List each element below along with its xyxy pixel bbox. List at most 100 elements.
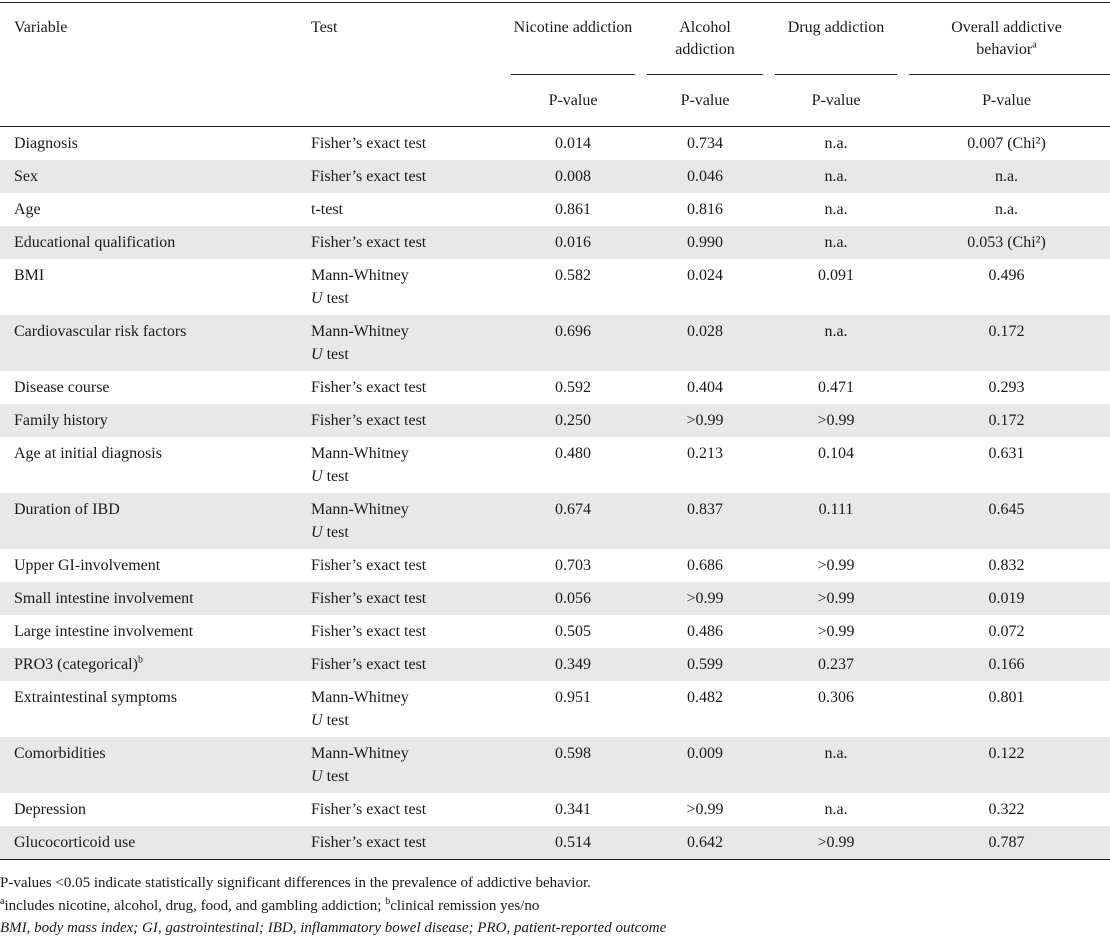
column-header: Overall addictive behaviora <box>903 17 1110 61</box>
test-text: Mann-Whitney <box>311 267 409 284</box>
test-text: U <box>311 468 323 485</box>
table-row: Depression Fisher’s exact test 0.341 >0.99 n… <box>0 793 1110 826</box>
p-value-cell: 0.016 <box>555 234 591 251</box>
footnotes: P-values <0.05 indicate statistically si… <box>0 872 1110 940</box>
variable-text: Upper GI-involvement <box>14 557 161 574</box>
table-row: Cardiovascular risk factors Mann-Whitney U… <box>0 315 1110 371</box>
p-value-cell: 0.703 <box>555 557 591 574</box>
test-text: t-test <box>311 201 343 218</box>
p-value-cell: 0.674 <box>555 501 591 518</box>
column-underline <box>511 74 635 75</box>
p-value-cell: 0.514 <box>555 834 591 851</box>
p-value-cell: n.a. <box>994 168 1019 185</box>
p-value-cell: 0.237 <box>818 656 854 673</box>
p-value-cell: >0.99 <box>817 590 855 607</box>
p-value-cell: 0.007 (Chi²) <box>967 135 1046 152</box>
column-underline <box>775 74 897 75</box>
p-value-cell: >0.99 <box>686 590 724 607</box>
test-text: test <box>326 468 349 485</box>
p-value-cell: 0.019 <box>988 590 1025 607</box>
p-value-cell: 0.480 <box>555 445 591 462</box>
test-text: Mann-Whitney <box>311 689 409 706</box>
p-value-cell: n.a. <box>824 801 848 818</box>
significance-note: P-values <0.05 indicate statistically si… <box>0 875 591 891</box>
variable-cell: Glucocorticoid use <box>0 831 297 854</box>
p-value-cell: 0.645 <box>988 501 1025 518</box>
table-row: Family history Fisher’s exact test 0.250 >0… <box>0 404 1110 437</box>
p-value-cell: >0.99 <box>686 412 724 429</box>
variable-text: Family history <box>14 412 108 429</box>
p-value-cell: 0.072 <box>988 623 1025 640</box>
test-text: U <box>311 712 323 729</box>
table-row: PRO3 (categorical)b Fisher’s exact test 0.… <box>0 648 1110 681</box>
variable-text: Disease course <box>14 379 110 396</box>
test-text: Fisher’s exact test <box>311 590 427 607</box>
top-rule <box>0 2 1110 3</box>
p-value-cell: n.a. <box>824 323 848 340</box>
p-value-cell: 0.008 <box>555 168 591 185</box>
variable-text: Age <box>14 201 41 218</box>
p-value-cell: >0.99 <box>817 834 855 851</box>
p-value-cell: 0.053 (Chi²) <box>967 234 1046 251</box>
p-value-cell: 0.832 <box>988 557 1025 574</box>
p-value-cell: 0.482 <box>687 689 723 706</box>
abbreviations: BMI, body mass index; GI, gastrointestin… <box>0 920 667 936</box>
p-value-cell: 0.014 <box>555 135 591 152</box>
footnote-mark: b <box>385 895 391 907</box>
p-value-cell: 0.009 <box>687 745 723 762</box>
table-row: Upper GI-involvement Fisher’s exact test 0… <box>0 549 1110 582</box>
column-subheader: P-value <box>811 92 861 109</box>
test-cell: Fisher’s exact test <box>297 132 505 155</box>
test-cell: Fisher’s exact test <box>297 653 505 676</box>
table-row: Age at initial diagnosis Mann-Whitney U te… <box>0 437 1110 493</box>
column-subheader: P-value <box>982 92 1031 109</box>
variable-text: Large intestine involvement <box>14 623 194 640</box>
p-value-cell: n.a. <box>994 201 1019 218</box>
p-value-cell: 0.599 <box>687 656 723 673</box>
column-subheader: P-value <box>680 92 730 109</box>
test-cell: Mann-Whitney U test <box>297 742 505 788</box>
table-row: Disease course Fisher’s exact test 0.592 0.… <box>0 371 1110 404</box>
test-text: test <box>326 524 349 541</box>
test-text: Mann-Whitney <box>311 445 409 462</box>
variable-text: Duration of IBD <box>14 501 120 518</box>
variable-cell: Small intestine involvement <box>0 587 297 610</box>
test-cell: Fisher’s exact test <box>297 409 505 432</box>
table-body: Diagnosis Fisher’s exact test 0.014 0.734 n.… <box>0 127 1110 860</box>
variable-text: Small intestine involvement <box>14 590 194 607</box>
test-text: Fisher’s exact test <box>311 801 427 818</box>
variable-cell: Comorbidities <box>0 742 297 788</box>
test-cell: Mann-Whitney U test <box>297 498 505 544</box>
column-header: Alcohol addiction <box>641 17 769 61</box>
variable-cell: Educational qualification <box>0 231 297 254</box>
test-text: Mann-Whitney <box>311 745 409 762</box>
test-cell: Fisher’s exact test <box>297 620 505 643</box>
variable-text: Educational qualification <box>14 234 176 251</box>
variable-text: PRO3 (categorical) <box>14 656 138 673</box>
header-variable: Variable <box>14 19 68 36</box>
p-value-cell: 0.172 <box>988 323 1025 340</box>
header-test: Test <box>311 19 338 36</box>
table-row: Sex Fisher’s exact test 0.008 0.046 n.a. n.a. <box>0 160 1110 193</box>
table-row: Glucocorticoid use Fisher’s exact test 0.5… <box>0 826 1110 859</box>
footnote-mark: a <box>1032 39 1037 51</box>
test-text: Fisher’s exact test <box>311 379 427 396</box>
test-cell: Fisher’s exact test <box>297 831 505 854</box>
table-row: Extraintestinal symptoms Mann-Whitney U te… <box>0 681 1110 737</box>
p-value-cell: 0.598 <box>555 745 591 762</box>
variable-cell: Diagnosis <box>0 132 297 155</box>
variable-cell: BMI <box>0 264 297 310</box>
test-text: Mann-Whitney <box>311 323 409 340</box>
p-value-cell: 0.122 <box>988 745 1025 762</box>
variable-text: Sex <box>14 168 38 185</box>
test-cell: Fisher’s exact test <box>297 587 505 610</box>
bottom-rule <box>0 859 1110 860</box>
test-text: U <box>311 768 323 785</box>
variable-cell: Disease course <box>0 376 297 399</box>
p-value-cell: n.a. <box>824 234 848 251</box>
column-label: Alcohol addiction <box>675 19 735 58</box>
test-text: test <box>326 768 349 785</box>
test-text: test <box>326 290 349 307</box>
p-value-cell: 0.951 <box>555 689 591 706</box>
test-text: U <box>311 346 323 363</box>
